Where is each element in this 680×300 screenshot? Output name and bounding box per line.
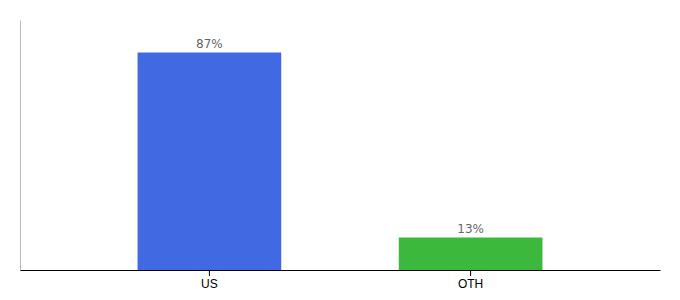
y-axis-line bbox=[20, 21, 21, 271]
x-tick: OTH bbox=[458, 270, 483, 291]
x-tick-mark bbox=[470, 270, 471, 276]
x-tick-label: US bbox=[201, 277, 218, 291]
bars bbox=[138, 53, 543, 271]
data-labels: 87% 13% bbox=[196, 37, 484, 236]
bar bbox=[399, 238, 543, 271]
x-tick-mark bbox=[209, 270, 210, 276]
x-axis: US OTH bbox=[21, 270, 661, 291]
x-tick: US bbox=[201, 270, 218, 291]
data-label: 87% bbox=[196, 37, 223, 51]
bar bbox=[138, 53, 282, 271]
chart: 87% 13% US OTH bbox=[0, 0, 680, 300]
data-label: 13% bbox=[457, 222, 484, 236]
plot: 87% 13% US OTH bbox=[21, 21, 661, 291]
x-axis-line bbox=[21, 270, 661, 271]
y-axis bbox=[20, 21, 21, 271]
x-tick-label: OTH bbox=[458, 277, 483, 291]
